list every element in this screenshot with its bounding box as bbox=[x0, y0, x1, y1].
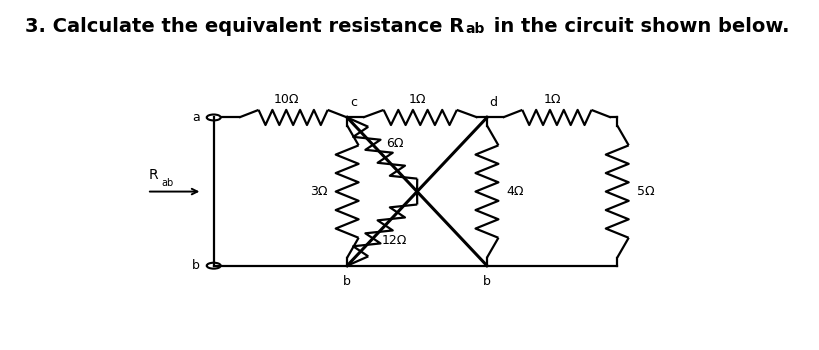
Text: 1Ω: 1Ω bbox=[408, 93, 425, 106]
Text: R: R bbox=[148, 168, 158, 182]
Text: 1Ω: 1Ω bbox=[543, 93, 560, 106]
Text: b: b bbox=[192, 259, 200, 272]
Text: 5Ω: 5Ω bbox=[636, 185, 654, 198]
Text: 3Ω: 3Ω bbox=[310, 185, 327, 198]
Text: in the circuit shown below.: in the circuit shown below. bbox=[486, 18, 789, 36]
Text: a: a bbox=[192, 111, 200, 124]
Text: 6Ω: 6Ω bbox=[386, 136, 403, 149]
Text: c: c bbox=[350, 96, 356, 109]
Text: b: b bbox=[482, 275, 491, 288]
Text: 3. Calculate the equivalent resistance R: 3. Calculate the equivalent resistance R bbox=[25, 18, 464, 36]
Text: d: d bbox=[489, 96, 497, 109]
Text: 4Ω: 4Ω bbox=[506, 185, 523, 198]
Text: b: b bbox=[343, 275, 351, 288]
Text: ab: ab bbox=[161, 178, 174, 189]
Text: 12Ω: 12Ω bbox=[382, 233, 407, 247]
Text: 10Ω: 10Ω bbox=[274, 93, 299, 106]
Text: ab: ab bbox=[464, 22, 484, 36]
